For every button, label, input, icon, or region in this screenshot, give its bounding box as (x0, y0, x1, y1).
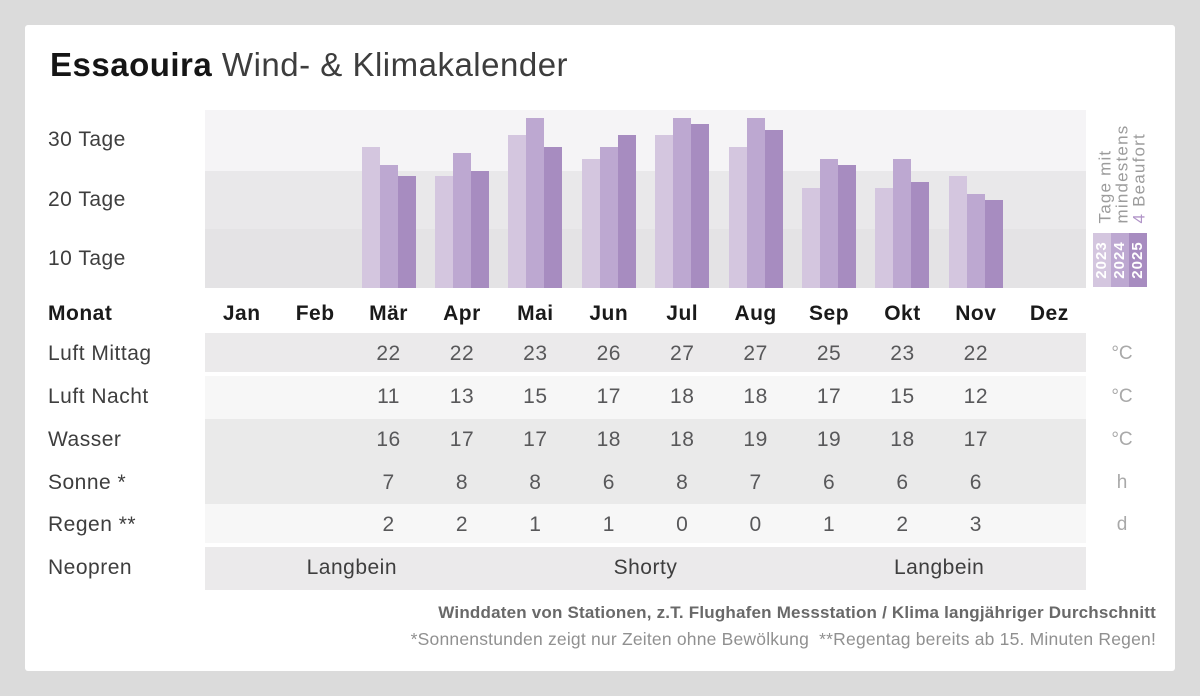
footer-source-line: Winddaten von Stationen, z.T. Flughafen … (438, 603, 1156, 622)
side-label-line-3: 4 Beaufort (1129, 124, 1149, 224)
card-background (25, 25, 1175, 671)
side-label-beaufort-text: Beaufort (1129, 133, 1149, 213)
title-city: Essaouira (50, 46, 213, 83)
month-header-label: Monat (48, 302, 113, 325)
side-label-line-1: Tage mit (1095, 149, 1115, 224)
chart-side-label: Tage mit mindestens 4 Beaufort (1095, 124, 1149, 224)
side-label-beaufort-number: 4 (1129, 212, 1149, 224)
footer: Winddaten von Stationen, z.T. Flughafen … (411, 603, 1156, 650)
page-title: Essaouira Wind- & Klimakalender (50, 46, 568, 84)
footer-notes-line: *Sonnenstunden zeigt nur Zeiten ohne Bew… (410, 629, 1156, 649)
title-subtitle: Wind- & Klimakalender (212, 46, 569, 83)
side-label-line-2: mindestens (1112, 124, 1132, 224)
